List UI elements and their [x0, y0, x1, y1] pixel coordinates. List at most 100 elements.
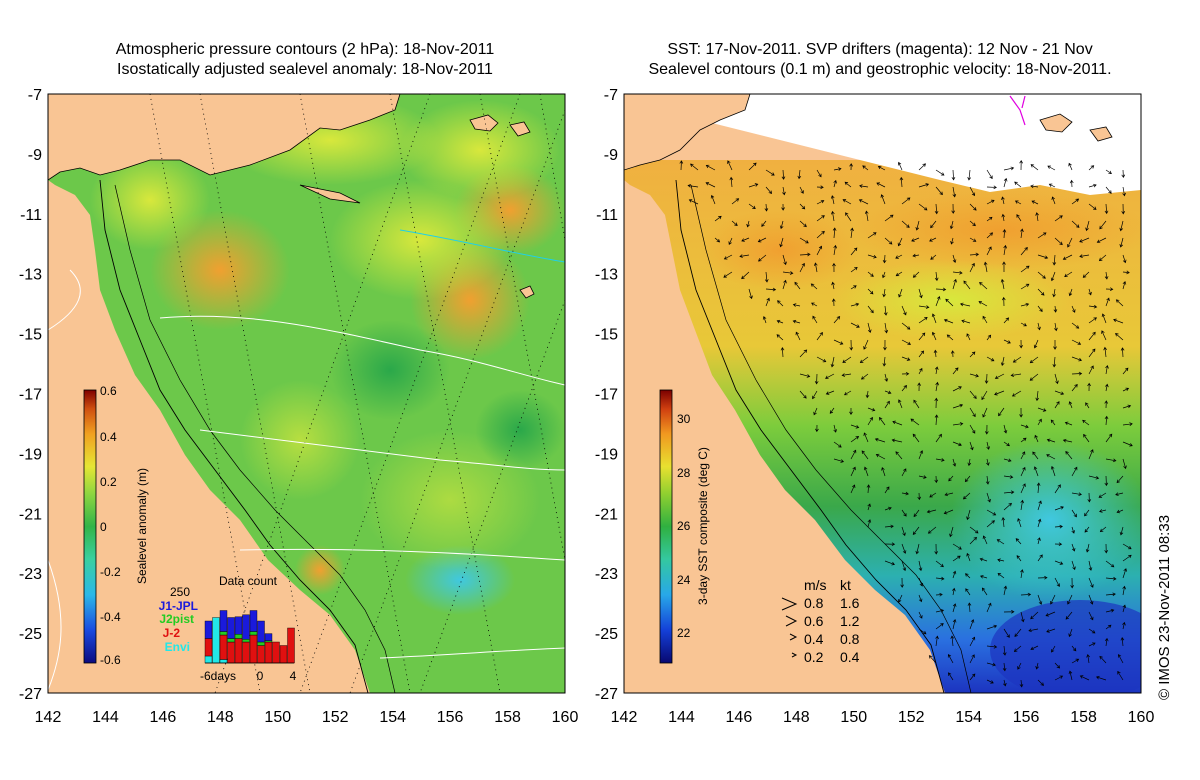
velocity-arrow [816, 215, 825, 222]
sla-tick-4: -0.2 [100, 565, 121, 579]
velocity-arrow [884, 486, 890, 494]
velocity-arrow [1099, 220, 1107, 230]
sla-tick-0: 0.6 [100, 384, 117, 398]
velocity-arrow [935, 560, 944, 568]
velocity-arrow [901, 322, 911, 330]
velocity-arrow [1020, 466, 1026, 477]
velocity-arrow [1003, 585, 1008, 596]
data-count-title: Data count [219, 574, 278, 588]
velocity-arrow [918, 475, 927, 479]
velocity-arrow [952, 367, 959, 375]
velocity-arrow [850, 266, 858, 273]
velocity-arrow [1037, 418, 1042, 426]
velocity-arrow [1088, 560, 1093, 571]
velocity-arrow [1068, 401, 1073, 409]
velocity-arrow [1105, 624, 1112, 630]
velocity-arrow [1020, 499, 1025, 511]
velocity-arrow [880, 194, 886, 205]
right-lat-tick: -9 [604, 147, 618, 164]
data-count-bar-segment [242, 641, 250, 664]
left-lon-tick: 142 [35, 709, 62, 726]
velocity-arrow [1003, 679, 1007, 687]
velocity-arrow [748, 162, 757, 171]
sla-tick-2: 0.2 [100, 475, 117, 489]
velocity-arrow [1098, 254, 1107, 262]
right-lat-tick: -21 [595, 506, 618, 523]
sla-colorbar-label: Sealevel anomaly (m) [135, 468, 149, 584]
velocity-arrow [867, 519, 872, 528]
velocity-arrow [986, 169, 993, 180]
velocity-arrow [969, 203, 977, 211]
velocity-arrow [994, 390, 1005, 396]
velocity-arrow [1071, 339, 1082, 345]
velocity-arrow [810, 283, 818, 290]
velocity-arrow [1003, 317, 1010, 324]
velocity-arrow [1054, 401, 1060, 409]
data-count-bar-segment [264, 633, 273, 641]
velocity-arrow [813, 407, 818, 416]
velocity-arrow [1104, 415, 1109, 426]
velocity-arrow [1054, 484, 1061, 494]
velocity-arrow [781, 169, 786, 180]
velocity-arrow [1104, 271, 1109, 280]
left-lat-tick: -17 [19, 387, 42, 404]
right-lat-tick: -7 [604, 87, 618, 104]
velocity-arrow [1030, 611, 1039, 620]
right-coastline [675, 179, 945, 693]
velocity-arrow [1003, 628, 1010, 638]
velocity-arrow [952, 403, 964, 409]
velocity-arrow [883, 339, 887, 351]
velocity-arrow [1088, 475, 1100, 480]
velocity-arrow [1002, 645, 1007, 656]
velocity-arrow [986, 509, 997, 516]
left-lon-tick: 144 [92, 709, 119, 726]
velocity-arrow [1002, 228, 1007, 239]
velocity-arrow [898, 288, 903, 298]
velocity-arrow [816, 230, 825, 239]
velocity-arrow [1020, 302, 1030, 307]
velocity-arrow [1003, 609, 1015, 614]
left-lon-tick: 152 [322, 709, 349, 726]
velocity-arrow [969, 351, 976, 358]
velocity-arrow [952, 619, 957, 630]
velocity-arrow [934, 543, 939, 555]
velocity-arrow [918, 450, 924, 460]
velocity-arrow [850, 285, 857, 290]
velocity-arrow [1037, 232, 1047, 239]
velocity-arrow [1105, 169, 1112, 174]
velocity-arrow [950, 635, 955, 647]
legend-j-2: J-2 [163, 626, 181, 640]
velocity-arrow [1003, 490, 1015, 495]
velocity-arrow [986, 624, 998, 630]
velocity-arrow [915, 220, 920, 231]
velocity-arrow [797, 169, 802, 180]
velocity-arrow [1088, 611, 1094, 621]
vel-arrow-icon-3 [791, 652, 798, 658]
velocity-arrow [1031, 200, 1039, 205]
velocity-arrow [833, 424, 837, 433]
velocity-arrow [1054, 524, 1063, 529]
velocity-arrow [782, 186, 786, 196]
velocity-arrow [831, 281, 835, 290]
velocity-arrow [1088, 304, 1098, 309]
velocity-arrow [986, 520, 995, 528]
velocity-arrow [986, 602, 992, 613]
velocity-arrow [1011, 390, 1022, 397]
velocity-arrow [1068, 628, 1073, 638]
velocity-arrow [910, 418, 920, 426]
velocity-arrow [952, 543, 962, 550]
velocity-arrow [917, 492, 922, 501]
velocity-arrow [1050, 419, 1056, 426]
right-cloud-region [700, 94, 1141, 195]
velocity-arrow [829, 407, 835, 414]
velocity-arrow [984, 373, 989, 384]
velocity-arrow [748, 183, 759, 188]
velocity-arrow [728, 237, 733, 245]
velocity-arrow [882, 288, 886, 298]
velocity-arrow [1071, 466, 1078, 477]
velocity-arrow [1071, 526, 1075, 534]
velocity-arrow [1020, 246, 1028, 256]
velocity-arrow [1048, 183, 1056, 188]
data-count-bar-segment [219, 610, 228, 632]
velocity-arrow [841, 373, 852, 377]
